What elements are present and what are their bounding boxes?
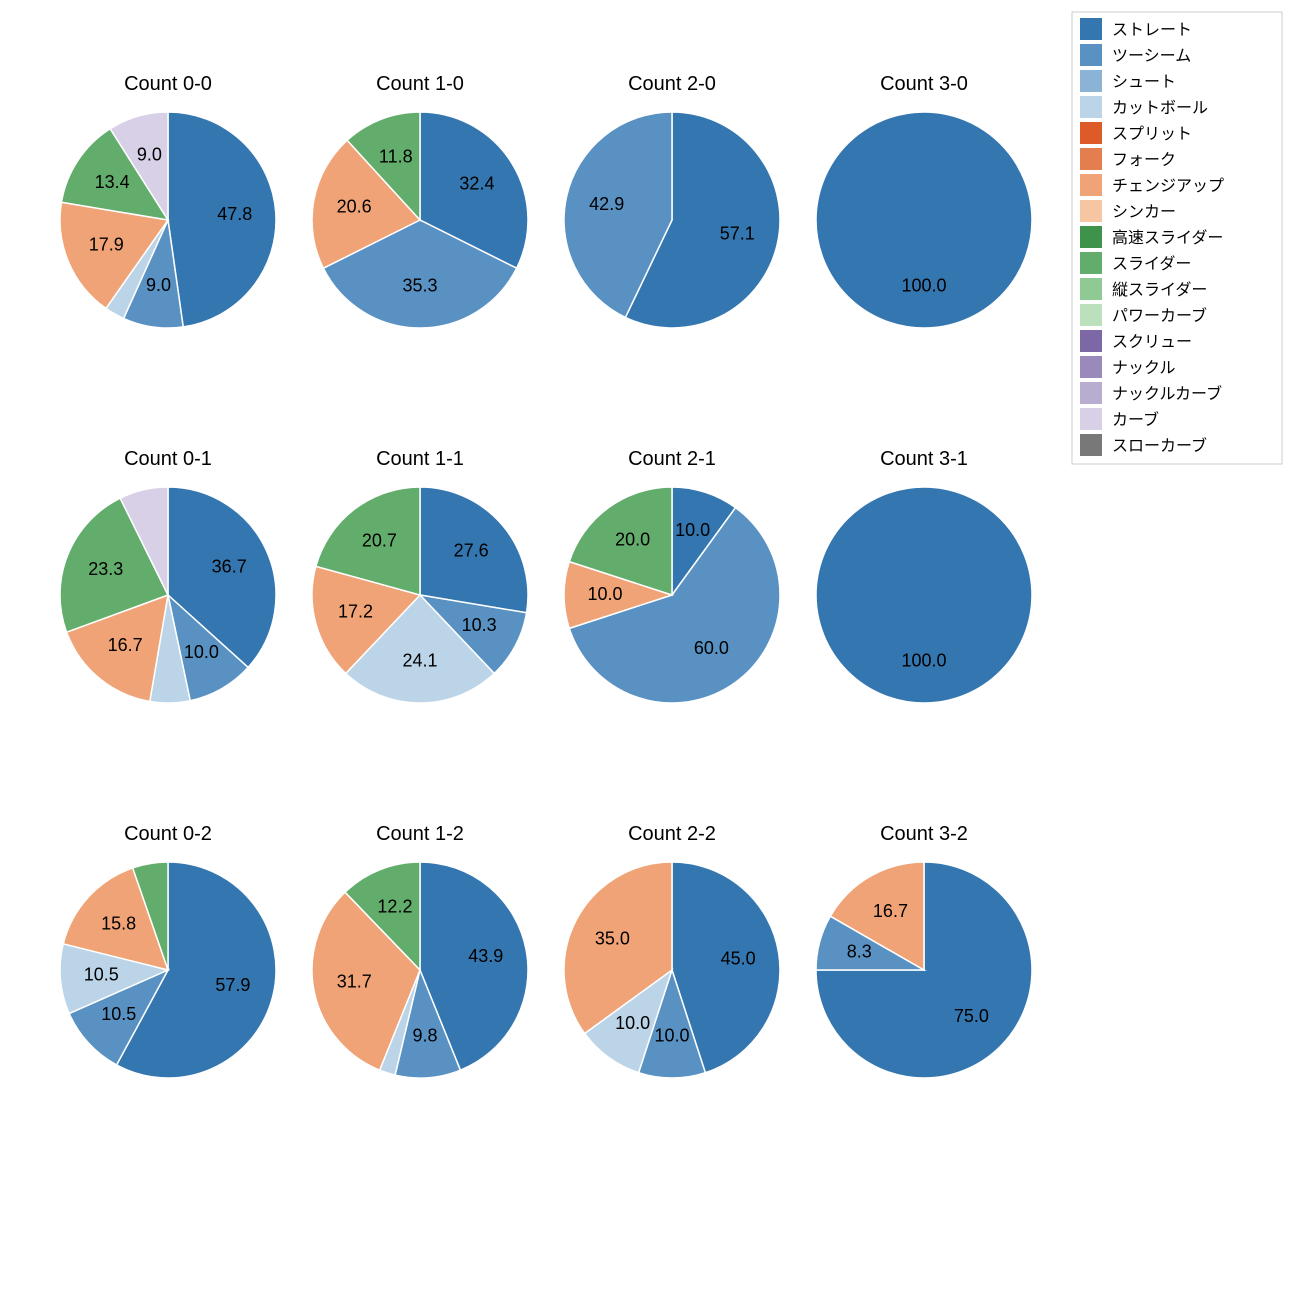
legend-label: カーブ bbox=[1112, 410, 1159, 429]
legend-label: ツーシーム bbox=[1112, 48, 1191, 65]
chart-title: Count 0-0 bbox=[124, 73, 212, 95]
legend-label: 縦スライダー bbox=[1112, 281, 1207, 299]
legend-label: スライダー bbox=[1112, 255, 1191, 273]
slice-label: 32.4 bbox=[459, 174, 494, 194]
legend-swatch bbox=[1080, 252, 1102, 274]
slice-label: 23.3 bbox=[88, 559, 123, 579]
legend-swatch bbox=[1080, 382, 1102, 404]
slice-label: 17.2 bbox=[338, 602, 373, 622]
chart-title: Count 3-0 bbox=[880, 73, 968, 95]
slice-label: 75.0 bbox=[954, 1006, 989, 1026]
legend-label: スプリット bbox=[1112, 125, 1192, 143]
slice-label: 10.0 bbox=[615, 1013, 650, 1033]
slice-label: 10.0 bbox=[588, 584, 623, 604]
slice-label: 16.7 bbox=[873, 901, 908, 921]
chart-title: Count 0-1 bbox=[124, 448, 212, 470]
chart-title: Count 1-2 bbox=[376, 823, 464, 845]
slice-label: 57.9 bbox=[215, 975, 250, 995]
legend-swatch bbox=[1080, 200, 1102, 222]
slice-label: 10.0 bbox=[184, 642, 219, 662]
legend-label: スローカーブ bbox=[1112, 436, 1207, 455]
slice-label: 43.9 bbox=[468, 946, 503, 966]
chart-title: Count 3-2 bbox=[880, 823, 968, 845]
slice-label: 42.9 bbox=[589, 194, 624, 214]
legend-label: パワーカーブ bbox=[1112, 306, 1207, 325]
legend-swatch bbox=[1080, 434, 1102, 456]
slice-label: 9.8 bbox=[413, 1026, 438, 1046]
chart-title: Count 2-0 bbox=[628, 73, 716, 95]
legend-label: ストレート bbox=[1112, 22, 1192, 39]
chart-title: Count 0-2 bbox=[124, 823, 212, 845]
legend-swatch bbox=[1080, 122, 1102, 144]
slice-label: 36.7 bbox=[212, 557, 247, 577]
legend-swatch bbox=[1080, 96, 1102, 118]
legend-swatch bbox=[1080, 44, 1102, 66]
slice-label: 11.8 bbox=[379, 146, 413, 166]
legend-swatch bbox=[1080, 70, 1102, 92]
legend-label: フォーク bbox=[1112, 151, 1176, 169]
pie-grid: Count 0-0 47.8 9.0 17.9 13.4 9.0 Count 1-0 32.4… bbox=[0, 0, 1300, 1300]
legend-label: シンカー bbox=[1112, 204, 1176, 221]
slice-label: 8.3 bbox=[847, 941, 872, 961]
slice-label: 100.0 bbox=[901, 276, 946, 296]
slice-label: 27.6 bbox=[454, 540, 489, 560]
slice-label: 10.0 bbox=[654, 1026, 689, 1046]
slice-label: 9.0 bbox=[137, 144, 162, 164]
slice-label: 12.2 bbox=[377, 897, 412, 917]
slice-label: 10.0 bbox=[675, 520, 710, 540]
chart-title: Count 2-1 bbox=[628, 448, 716, 470]
chart-title: Count 1-0 bbox=[376, 73, 464, 95]
legend-swatch bbox=[1080, 18, 1102, 40]
slice-label: 13.4 bbox=[95, 172, 130, 192]
slice-label: 9.0 bbox=[146, 275, 171, 295]
slice-label: 20.0 bbox=[615, 530, 650, 550]
slice-label: 10.3 bbox=[462, 615, 497, 635]
slice-label: 24.1 bbox=[402, 651, 437, 671]
slice-label: 15.8 bbox=[101, 914, 136, 934]
slice-label: 10.5 bbox=[84, 964, 119, 984]
slice-label: 60.0 bbox=[694, 638, 729, 658]
legend-swatch bbox=[1080, 408, 1102, 430]
slice-label: 20.7 bbox=[362, 530, 397, 550]
legend-swatch bbox=[1080, 304, 1102, 326]
legend-swatch bbox=[1080, 278, 1102, 300]
chart-title: Count 1-1 bbox=[376, 448, 464, 470]
legend-label: ナックル bbox=[1112, 359, 1176, 377]
legend: ストレートツーシームシュートカットボールスプリットフォークチェンジアップシンカー… bbox=[1072, 12, 1282, 464]
legend-swatch bbox=[1080, 356, 1102, 378]
slice-label: 35.3 bbox=[402, 276, 437, 296]
legend-label: チェンジアップ bbox=[1112, 177, 1224, 195]
slice-label: 20.6 bbox=[337, 197, 372, 217]
legend-label: ナックルカーブ bbox=[1112, 384, 1222, 403]
chart-title: Count 3-1 bbox=[880, 448, 968, 470]
legend-label: シュート bbox=[1112, 74, 1176, 91]
slice-label: 45.0 bbox=[721, 948, 756, 968]
slice-label: 47.8 bbox=[217, 204, 252, 224]
legend-swatch bbox=[1080, 174, 1102, 196]
legend-swatch bbox=[1080, 330, 1102, 352]
slice-label: 57.1 bbox=[720, 224, 755, 244]
chart-title: Count 2-2 bbox=[628, 823, 716, 845]
slice-label: 16.7 bbox=[108, 635, 143, 655]
legend-label: スクリュー bbox=[1112, 333, 1192, 351]
legend-label: 高速スライダー bbox=[1112, 229, 1223, 247]
slice-label: 100.0 bbox=[901, 651, 946, 671]
legend-swatch bbox=[1080, 148, 1102, 170]
slice-label: 31.7 bbox=[337, 972, 372, 992]
legend-label: カットボール bbox=[1112, 99, 1208, 117]
slice-label: 35.0 bbox=[595, 928, 630, 948]
slice-label: 17.9 bbox=[89, 235, 124, 255]
legend-swatch bbox=[1080, 226, 1102, 248]
slice-label: 10.5 bbox=[101, 1004, 136, 1024]
